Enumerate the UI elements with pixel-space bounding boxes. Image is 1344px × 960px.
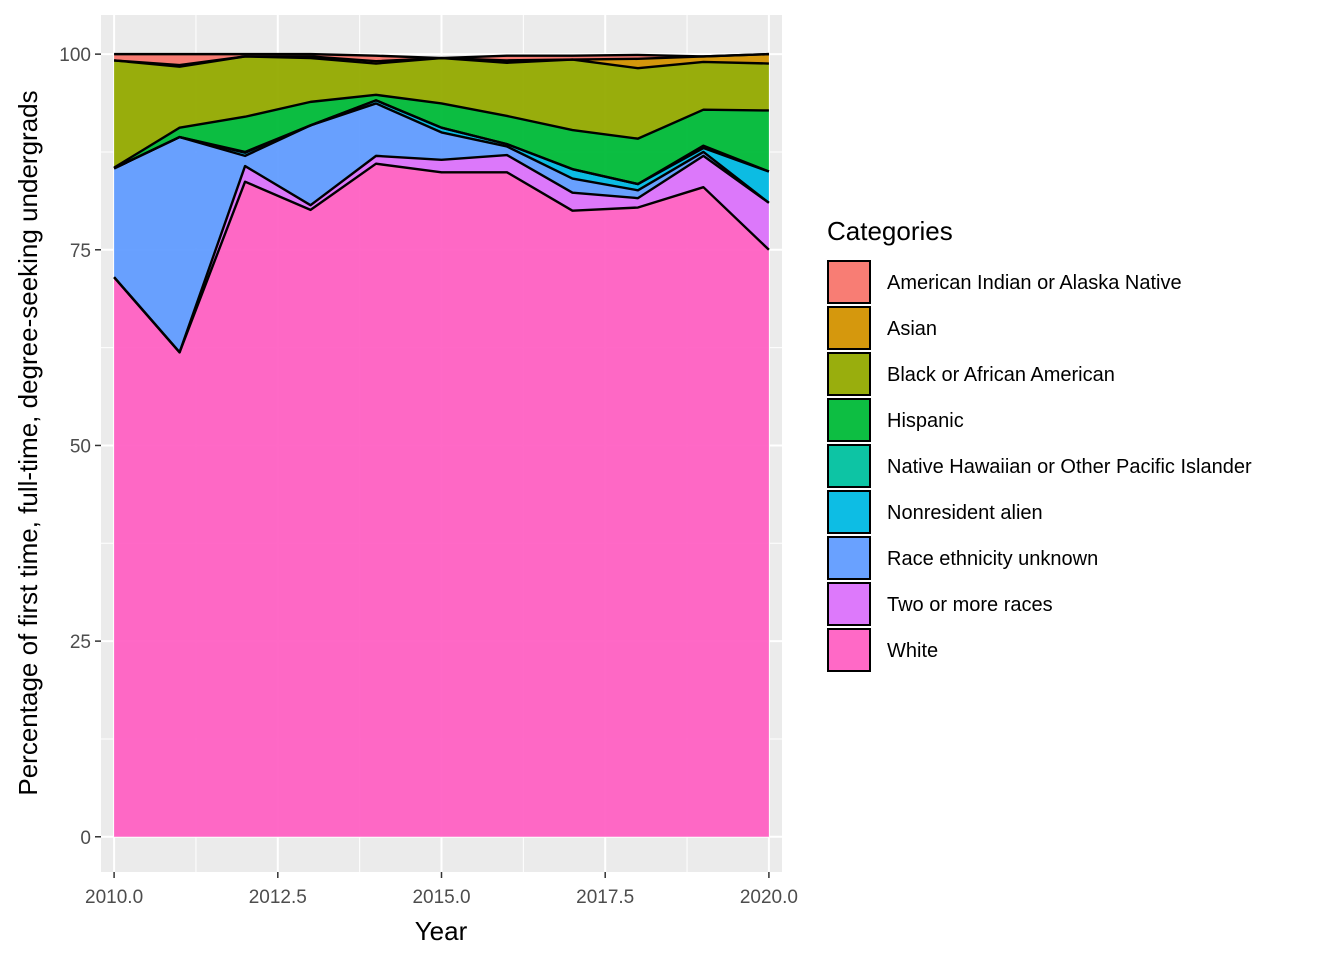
x-tick-label: 2010.0 bbox=[85, 887, 143, 908]
area-two-or-more-races bbox=[114, 155, 769, 353]
x-tick-label: 2020.0 bbox=[740, 887, 798, 908]
line-white bbox=[113, 162, 770, 354]
y-tick-label: 0 bbox=[80, 828, 91, 849]
legend-swatch-two-or-more-races bbox=[827, 582, 871, 626]
area-black-or-african-american bbox=[114, 56, 769, 168]
line-american-indian-or-alaska-native bbox=[114, 52, 769, 60]
line-race-ethnicity-unknown bbox=[113, 102, 770, 204]
legend-swatch-race-ethnicity-unknown bbox=[827, 536, 871, 580]
line-two-or-more-races bbox=[113, 153, 770, 354]
legend-swatch-american-indian-or-alaska-native bbox=[827, 260, 871, 304]
legend-label-white: White bbox=[887, 640, 938, 662]
legend-title: Categories bbox=[827, 216, 953, 246]
area-hispanic bbox=[114, 94, 769, 185]
area-white bbox=[114, 163, 769, 837]
legend-label-american-indian-or-alaska-native: American Indian or Alaska Native bbox=[887, 272, 1182, 294]
legend-swatch-asian bbox=[827, 306, 871, 350]
y-axis-title: Percentage of first time, full-time, deg… bbox=[13, 90, 43, 795]
legend-label-black-or-african-american: Black or African American bbox=[887, 364, 1115, 386]
x-tick-label: 2012.5 bbox=[249, 887, 307, 908]
y-tick-label: 50 bbox=[70, 436, 91, 457]
legend-swatch-black-or-african-american bbox=[827, 352, 871, 396]
y-tick-label: 75 bbox=[70, 241, 91, 262]
legend-label-native-hawaiian-or-other-pacific-islander: Native Hawaiian or Other Pacific Islande… bbox=[887, 456, 1252, 478]
legend-label-hispanic: Hispanic bbox=[887, 410, 964, 432]
legend-label-race-ethnicity-unknown: Race ethnicity unknown bbox=[887, 548, 1098, 570]
y-tick-label: 100 bbox=[59, 45, 91, 66]
line-hispanic bbox=[113, 93, 769, 169]
legend-swatch-native-hawaiian-or-other-pacific-islander bbox=[827, 444, 871, 488]
legend-label-asian: Asian bbox=[887, 318, 937, 340]
x-axis-title: Year bbox=[415, 916, 468, 946]
area-race-ethnicity-unknown bbox=[114, 103, 769, 353]
legend-swatch-white bbox=[827, 628, 871, 672]
area-series bbox=[114, 54, 769, 837]
x-tick-label: 2017.5 bbox=[576, 887, 634, 908]
x-axis: 2010.0 2012.5 2015.0 2017.5 2020.0 bbox=[85, 872, 798, 908]
legend-swatch-nonresident-alien bbox=[827, 490, 871, 534]
legend-swatch-hispanic bbox=[827, 398, 871, 442]
line-native-hawaiian-or-other-pacific-islander bbox=[113, 99, 770, 186]
legend-label-two-or-more-races: Two or more races bbox=[887, 594, 1053, 616]
area-american-indian-or-alaska-native bbox=[114, 54, 769, 66]
legend: Categories American Indian or Alaska Nat… bbox=[827, 216, 1252, 672]
x-tick-label: 2015.0 bbox=[412, 887, 470, 908]
y-tick-label: 25 bbox=[70, 632, 91, 653]
series-boundary-lines bbox=[113, 52, 770, 354]
legend-label-nonresident-alien: Nonresident alien bbox=[887, 502, 1043, 524]
area-asian bbox=[114, 54, 769, 69]
y-axis: 0 25 50 75 100 bbox=[59, 45, 101, 849]
